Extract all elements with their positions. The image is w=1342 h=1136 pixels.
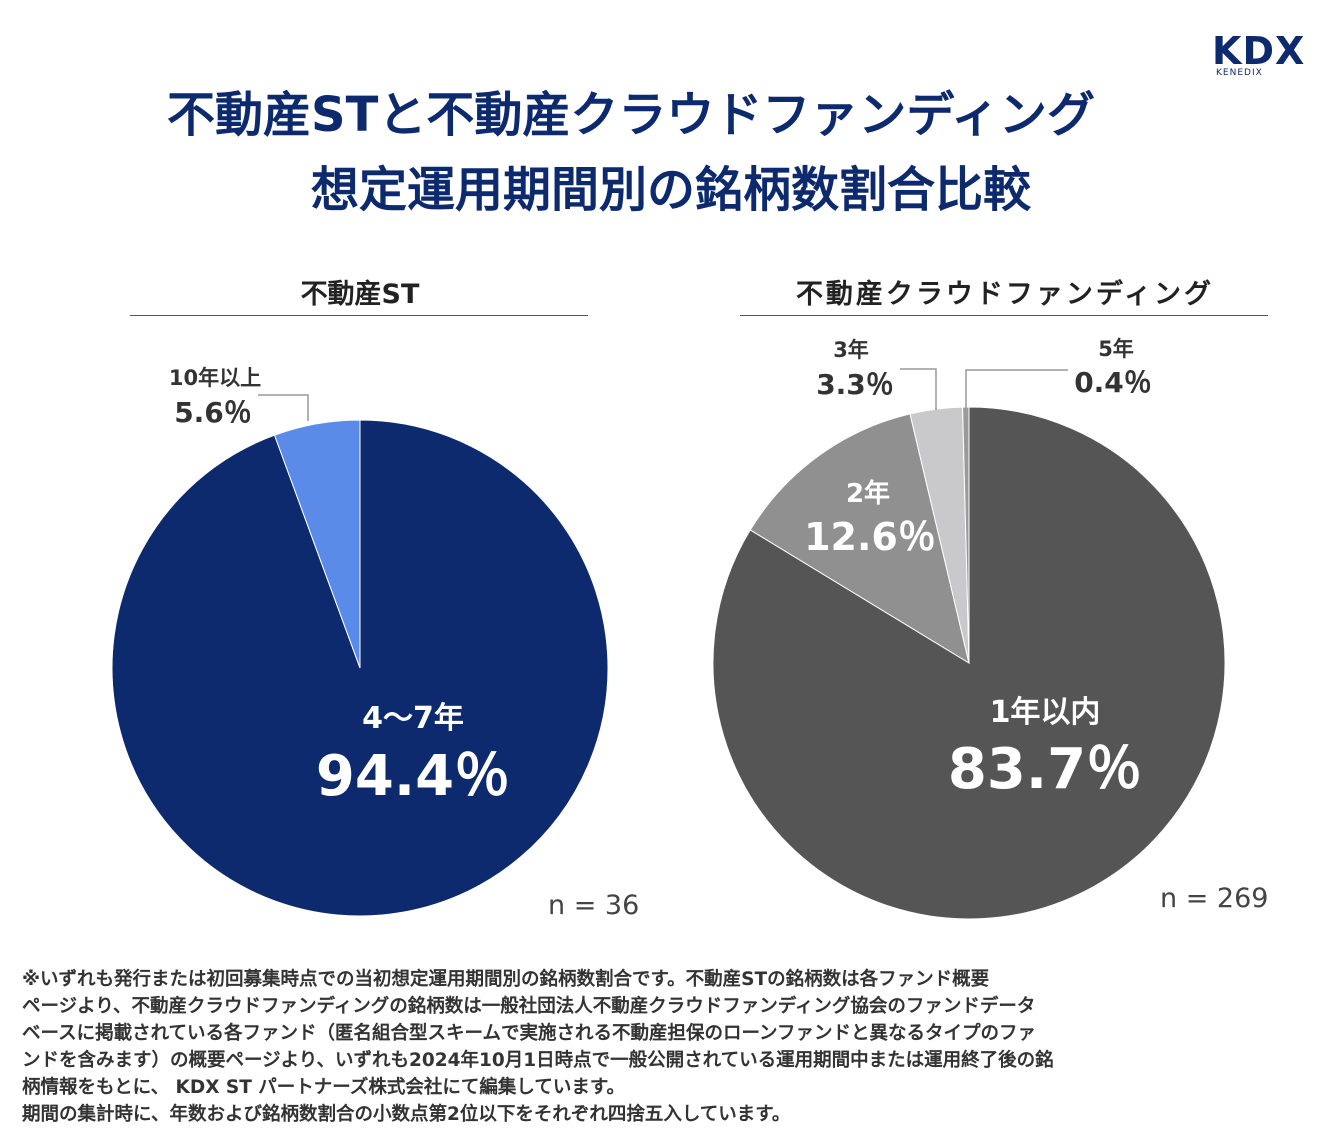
pie-cf-slice-1 [749, 413, 970, 665]
footnotes: ※いずれも発行または初回募集時点での当初想定運用期間別の銘柄数割合です。不動産S… [22, 966, 1322, 1128]
footnote-line: ンドを含みます）の概要ページより、いずれも2024年10月1日時点で一般公開され… [22, 1050, 1054, 1071]
leader-line-cf-3y [900, 368, 937, 410]
chart-title-rule-st [130, 315, 588, 316]
slice-label-cf-3y: 3年 [833, 338, 869, 362]
slice-value-st-4-7y: 94.4％ [316, 744, 510, 809]
leader-line-cf-5y [965, 369, 1068, 408]
logo-mark: KDX [1212, 29, 1306, 73]
chart-title-cf: 不動産クラウドファンディング [795, 279, 1215, 310]
slice-label-st-10y: 10年以上 [169, 366, 261, 390]
logo-subtext: KENEDIX [1216, 68, 1263, 78]
slice-label-st-4-7y: 4〜7年 [362, 701, 464, 736]
slice-value-cf-5y: 0.4％ [1074, 366, 1152, 399]
chart-title-st: 不動産ST [300, 279, 420, 310]
footnote-line: ページより、不動産クラウドファンディングの銘柄数は一般社団法人不動産クラウドファ… [22, 996, 1036, 1017]
kdx-logo: KDX KENEDIX [1212, 29, 1312, 78]
sample-size-st: n = 36 [548, 890, 640, 921]
footnote-line: 期間の集計時に、年数および銘柄数割合の小数点第2位以下をそれぞれ四捨五入していま… [22, 1104, 791, 1125]
footnote-line: ベースに掲載されている各ファンド（匿名組合型スキームで実施される不動産担保のロー… [22, 1023, 1036, 1044]
page-title-line-2: 想定運用期間別の銘柄数割合比較 [310, 162, 1031, 218]
page-title-line-1: 不動産STと不動産クラウドファンディング [167, 87, 1095, 143]
slice-value-cf-2y: 12.6％ [804, 515, 936, 559]
footnote-line: ※いずれも発行または初回募集時点での当初想定運用期間別の銘柄数割合です。不動産S… [22, 969, 990, 990]
chart-title-rule-cf [740, 315, 1268, 316]
slice-value-st-10y: 5.6％ [174, 396, 252, 429]
leader-line-st-10y [258, 394, 309, 421]
pie-chart-cf [712, 406, 1226, 920]
sample-size-cf: n = 269 [1160, 883, 1269, 914]
footnote-line: 柄情報をもとに、 KDX ST パートナーズ株式会社にて編集しています。 [22, 1077, 625, 1098]
slice-value-cf-3y: 3.3％ [816, 368, 894, 401]
slice-value-cf-1y: 83.7％ [948, 737, 1142, 802]
slice-label-cf-1y: 1年以内 [990, 695, 1101, 730]
slice-label-cf-5y: 5年 [1098, 337, 1134, 361]
pie-chart-st [111, 419, 609, 917]
pie-st-slice-1 [273, 419, 361, 669]
slice-label-cf-2y: 2年 [846, 478, 890, 509]
